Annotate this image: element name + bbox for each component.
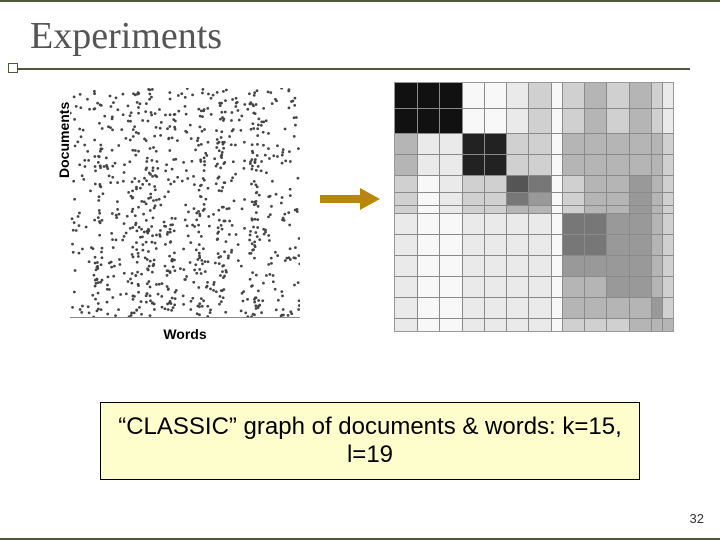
title-underline xyxy=(14,68,690,70)
scatter-canvas xyxy=(70,88,300,318)
scatter-xlabel: Words xyxy=(70,326,300,342)
heatmap xyxy=(394,82,674,332)
content-area: Documents Words xyxy=(30,88,690,378)
slide-title: Experiments xyxy=(30,14,690,58)
heatmap-grid xyxy=(395,83,673,331)
title-bullet-square xyxy=(8,63,18,73)
page-number: 32 xyxy=(690,511,704,526)
arrow-icon xyxy=(320,188,380,210)
scatter-plot: Documents Words xyxy=(70,88,300,318)
slide: Experiments Documents Words “CLASSIC” gr… xyxy=(0,0,720,540)
caption-box: “CLASSIC” graph of documents & words: k=… xyxy=(100,402,640,480)
